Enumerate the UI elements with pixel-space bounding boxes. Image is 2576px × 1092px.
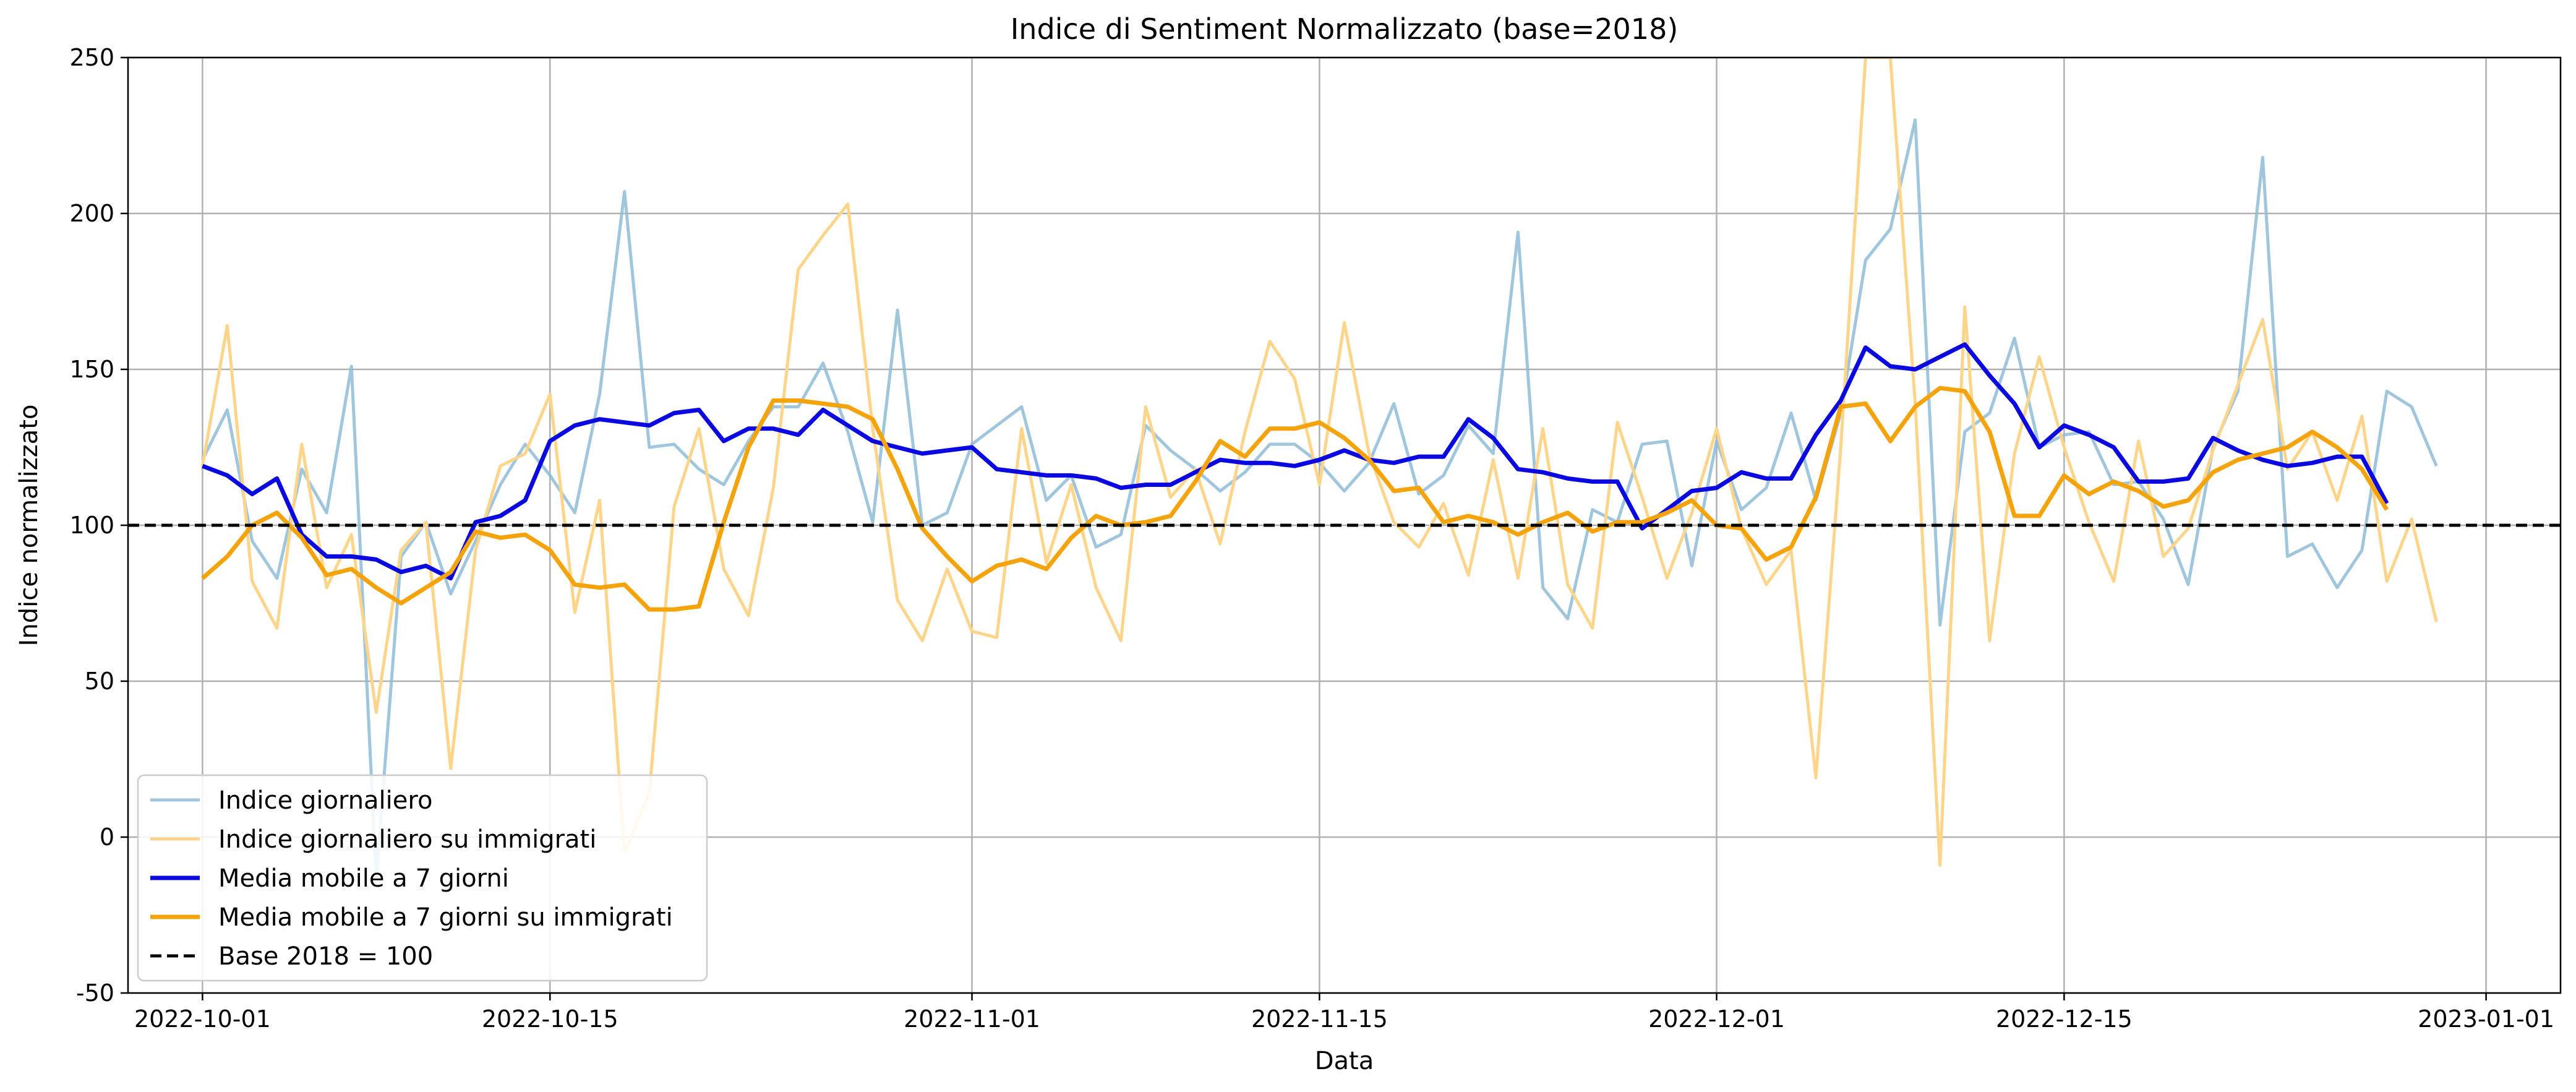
legend-entry: Indice giornaliero: [218, 786, 432, 815]
y-tick-label: 250: [69, 44, 114, 71]
series-line-2: [200, 58, 2438, 867]
y-tick-label: 50: [85, 668, 114, 695]
y-axis-label: Indice normalizzato: [15, 405, 43, 647]
y-tick-label: -50: [76, 979, 114, 1007]
x-axis-label: Data: [1315, 1047, 1374, 1075]
series-line-3: [202, 342, 2389, 581]
chart-title: Indice di Sentiment Normalizzato (base=2…: [1011, 12, 1679, 46]
x-tick-label: 2022-10-01: [134, 1005, 271, 1033]
series-line-4: [201, 385, 2389, 612]
legend: Indice giornaliero Indice giornaliero su …: [137, 774, 708, 982]
series-layer: [128, 58, 2561, 879]
y-tick-label: 200: [69, 200, 114, 227]
axis-ticks: 2022-10-01 2022-10-15 2022-11-01 2022-11-15…: [69, 44, 2554, 1033]
legend-entry: Media mobile a 7 giorni: [218, 864, 509, 893]
x-tick-label: 2022-10-15: [482, 1005, 618, 1033]
x-tick-label: 2023-01-01: [2418, 1005, 2554, 1033]
y-tick-label: 150: [69, 356, 114, 383]
y-tick-label: 0: [100, 823, 114, 851]
x-tick-label: 2022-11-15: [1251, 1005, 1388, 1033]
x-tick-label: 2022-11-01: [904, 1005, 1040, 1033]
legend-entry: Indice giornaliero su immigrati: [218, 825, 596, 854]
x-tick-label: 2022-12-15: [1996, 1005, 2133, 1033]
y-tick-label: 100: [69, 512, 114, 539]
legend-box: [137, 774, 708, 982]
legend-entry: Base 2018 = 100: [218, 942, 433, 971]
series-line-1: [201, 118, 2438, 879]
x-tick-label: 2022-12-01: [1648, 1005, 1785, 1033]
legend-entry: Media mobile a 7 giorni su immigrati: [218, 903, 673, 932]
